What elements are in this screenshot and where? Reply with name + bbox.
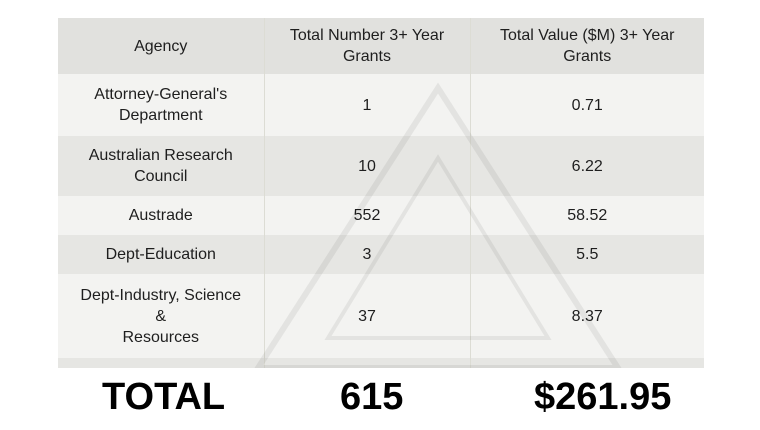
empty-cell [469, 358, 704, 368]
count-cell: 1 [263, 74, 470, 136]
count-cell: 552 [263, 196, 470, 235]
table-row: Dept-Education 3 5.5 [58, 235, 704, 274]
total-label: TOTAL [102, 376, 226, 418]
table-row-partial [58, 358, 704, 368]
header-total-number: Total Number 3+ Year Grants [263, 18, 470, 74]
count-cell: 10 [263, 136, 470, 196]
value-cell: 6.22 [469, 136, 704, 196]
table-header-row: Agency Total Number 3+ Year Grants Total… [58, 18, 704, 74]
value-cell: 8.37 [469, 274, 704, 358]
total-value: $261.95 [534, 376, 672, 418]
agency-line: & [155, 307, 167, 325]
empty-cell [263, 358, 470, 368]
total-count: 615 [340, 376, 404, 418]
value-cell: 0.71 [469, 74, 704, 136]
table-row: Dept-Industry, Science & Resources 37 8.37 [58, 274, 704, 358]
empty-cell [58, 358, 264, 368]
count-cell: 3 [263, 235, 470, 274]
agency-line: Austrade [128, 207, 193, 224]
table-row: Austrade 552 58.52 [58, 196, 704, 235]
agency-line: Department [118, 107, 203, 124]
agency-line: Dept-Industry, Science [80, 286, 242, 304]
agency-line: Council [134, 168, 188, 185]
value-cell: 58.52 [469, 196, 704, 235]
totals-row: TOTAL 615 $261.95 [0, 370, 760, 426]
grants-table-container: Agency Total Number 3+ Year Grants Total… [58, 18, 704, 368]
table-row: Australian Research Council 10 6.22 [58, 136, 704, 196]
agency-line: Resources [122, 328, 199, 346]
count-cell: 37 [263, 274, 470, 358]
header-agency: Agency [58, 18, 264, 74]
table-row: Attorney-General's Department 1 0.71 [58, 74, 704, 136]
agency-line: Attorney-General's [94, 86, 228, 103]
agency-cell: Dept-Education [58, 235, 264, 274]
agency-line: Dept-Education [105, 246, 216, 263]
value-cell: 5.5 [469, 235, 704, 274]
agency-cell: Attorney-General's Department [58, 74, 264, 136]
agency-cell: Australian Research Council [58, 136, 264, 196]
agency-cell: Austrade [58, 196, 264, 235]
agency-line: Australian Research [88, 147, 233, 164]
agency-cell: Dept-Industry, Science & Resources [58, 274, 264, 358]
grants-table: Agency Total Number 3+ Year Grants Total… [58, 18, 704, 368]
header-total-value: Total Value ($M) 3+ Year Grants [469, 18, 704, 74]
